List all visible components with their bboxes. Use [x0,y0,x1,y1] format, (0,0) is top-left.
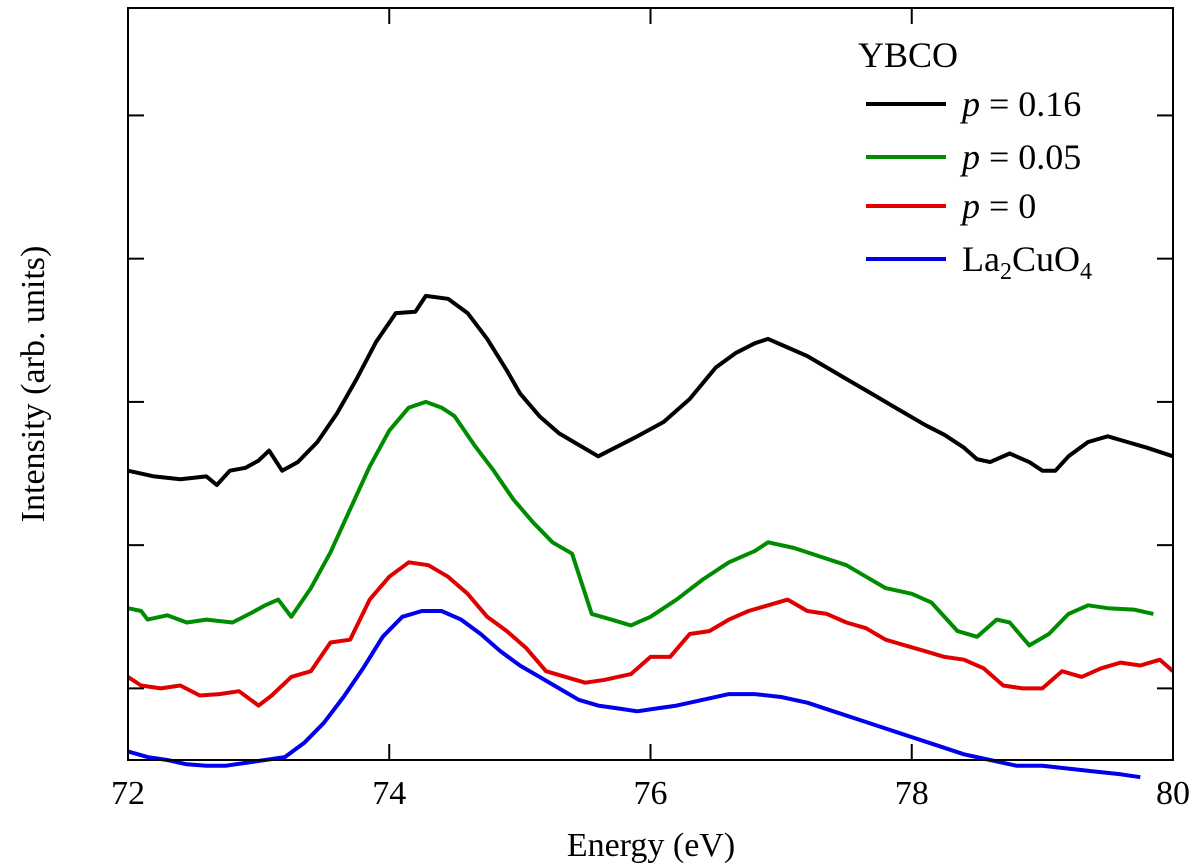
legend-label-p005: p = 0.05 [959,137,1081,177]
legend-label-p016: p = 0.16 [959,84,1081,124]
axis-ticks: 72 74 76 78 80 [111,8,1190,812]
x-tick-label: 74 [372,775,406,812]
y-axis-label: Intensity (arb. units) [15,246,52,523]
x-tick-label: 76 [634,775,668,812]
series-p005-line [127,399,1154,648]
plot-marks [126,293,1175,780]
x-axis-label: Energy (eV) [567,827,735,863]
legend-title: YBCO [858,35,958,75]
x-tick-label: 78 [895,775,929,812]
x-tick-label: 80 [1156,775,1190,812]
series-p0-line [126,560,1175,708]
legend-label-p0: p = 0 [959,186,1036,226]
x-tick-label: 72 [111,775,145,812]
series-p016-line [127,293,1174,487]
series-la2cuo4-line [127,609,1141,780]
legend: YBCO p = 0.16 p = 0.05 p = 0 La2CuO4 [858,35,1092,285]
legend-label-la2cuo4: La2CuO4 [962,239,1092,285]
